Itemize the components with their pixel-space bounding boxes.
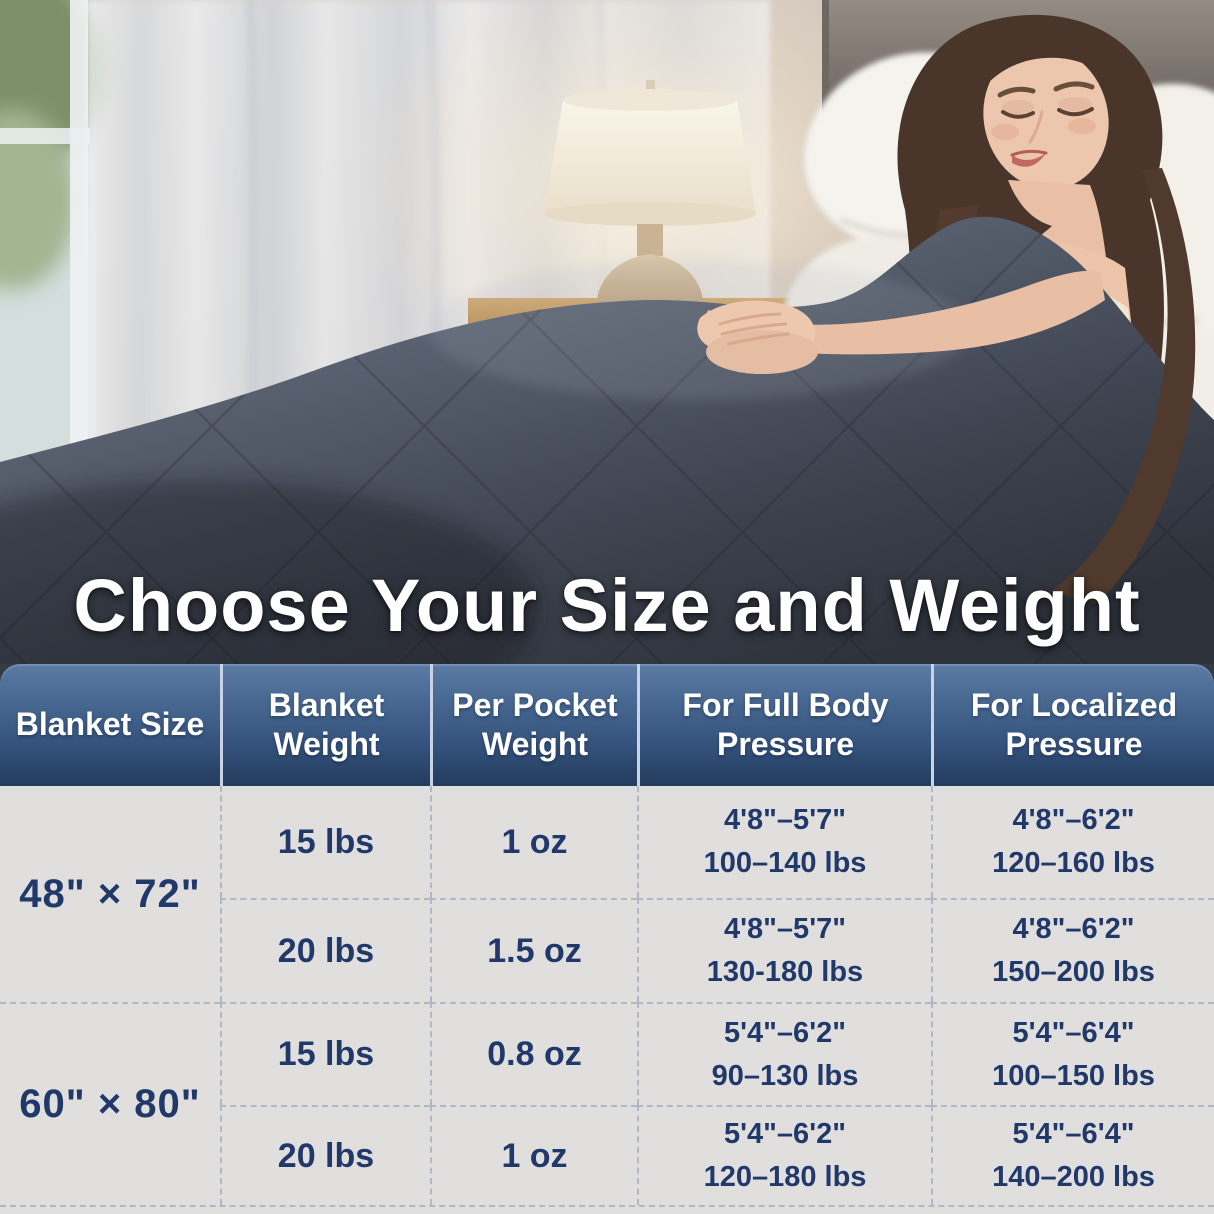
weight-range: 130-180 lbs: [706, 956, 864, 988]
hands: [697, 270, 1105, 374]
height-range: 5'4"–6'2": [724, 1118, 846, 1151]
blanket-weight-cell: 20 lbs: [220, 898, 430, 1002]
size-weight-table: 48" × 72" 15 lbs 1 oz 4'8"–5'7" 100–140 …: [0, 786, 1214, 1205]
localized-pressure-cell: 4'8"–6'2" 150–200 lbs: [931, 898, 1214, 1002]
weight-range: 120–180 lbs: [703, 1161, 867, 1193]
table-bottom-edge: [0, 1205, 1214, 1214]
height-range: 4'8"–5'7": [724, 804, 846, 837]
bedroom-photo: Choose Your Size and Weight: [0, 0, 1214, 664]
full-body-pressure-cell: 5'4"–6'2" 120–180 lbs: [637, 1105, 931, 1205]
localized-pressure-cell: 5'4"–6'4" 140–200 lbs: [931, 1105, 1214, 1205]
full-body-pressure-cell: 5'4"–6'2" 90–130 lbs: [637, 1002, 931, 1105]
column-header-blanket-weight: Blanket Weight: [220, 664, 430, 786]
blanket-weight-cell: 15 lbs: [220, 786, 430, 898]
height-range: 4'8"–6'2": [1012, 804, 1135, 837]
full-body-pressure-cell: 4'8"–5'7" 100–140 lbs: [637, 786, 931, 898]
weight-range: 150–200 lbs: [992, 956, 1155, 988]
window: [0, 0, 103, 480]
hair-strand: [1050, 168, 1196, 604]
height-range: 4'8"–6'2": [1012, 913, 1135, 946]
weight-range: 100–150 lbs: [992, 1059, 1155, 1092]
column-header-localized-pressure: For Localized Pressure: [931, 664, 1214, 786]
height-range: 5'4"–6'4": [1012, 1118, 1135, 1151]
page-title: Choose Your Size and Weight: [73, 564, 1141, 647]
weight-range: 100–140 lbs: [703, 847, 867, 879]
size-cell: 48" × 72": [19, 871, 201, 916]
pocket-weight-cell: 1 oz: [430, 786, 637, 898]
bedroom-illustration: [0, 0, 1214, 664]
pocket-weight-cell: 1 oz: [430, 1105, 637, 1205]
height-range: 5'4"–6'2": [724, 1016, 846, 1049]
table-header: Blanket Size Blanket Weight Per Pocket W…: [0, 664, 1214, 786]
pocket-weight-cell: 1.5 oz: [430, 898, 637, 1002]
full-body-pressure-cell: 4'8"–5'7" 130-180 lbs: [637, 898, 931, 1002]
column-header-per-pocket-weight: Per Pocket Weight: [430, 664, 637, 786]
localized-pressure-cell: 5'4"–6'4" 100–150 lbs: [931, 1002, 1214, 1105]
weight-range: 120–160 lbs: [992, 847, 1155, 879]
height-range: 5'4"–6'4": [1012, 1016, 1135, 1049]
pocket-weight-cell: 0.8 oz: [430, 1002, 637, 1105]
column-header-blanket-size: Blanket Size: [15, 706, 205, 743]
column-header-full-body-pressure: For Full Body Pressure: [637, 664, 931, 786]
size-cell: 60" × 80": [0, 1002, 220, 1205]
weight-range: 90–130 lbs: [711, 1059, 859, 1092]
localized-pressure-cell: 4'8"–6'2" 120–160 lbs: [931, 786, 1214, 898]
height-range: 4'8"–5'7": [724, 913, 846, 946]
blanket-weight-cell: 20 lbs: [220, 1105, 430, 1205]
blanket-weight-cell: 15 lbs: [220, 1002, 430, 1105]
weight-range: 140–200 lbs: [992, 1161, 1155, 1193]
